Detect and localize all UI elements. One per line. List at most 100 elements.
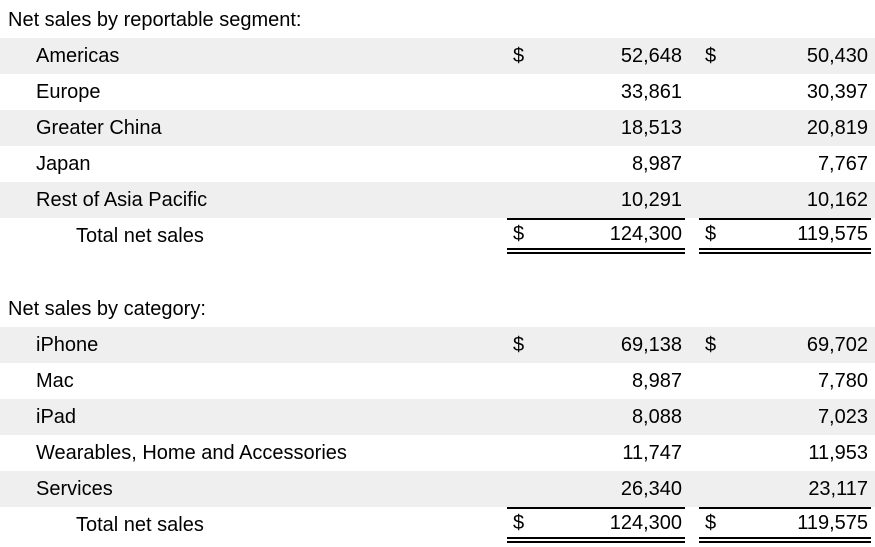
row-total-net-sales-segment: Total net sales $ 124,300 $ 119,575 <box>0 218 875 254</box>
amount-current-period <box>507 2 685 38</box>
amount-value: 50,430 <box>806 44 868 67</box>
amount-current-period: 33,861 <box>507 74 685 110</box>
row-label: Greater China <box>36 116 162 139</box>
section-title: Net sales by reportable segment: <box>8 8 302 31</box>
amount-prior-period: 11,953 <box>699 435 871 471</box>
amount-value: 69,138 <box>620 333 682 356</box>
dollar-sign: $ <box>705 511 717 534</box>
amount-current-period: 8,987 <box>507 146 685 182</box>
amount-current-period: $ 124,300 <box>507 507 685 543</box>
row-iphone: iPhone $ 69,138 $ 69,702 <box>0 327 875 363</box>
dollar-sign: $ <box>513 511 525 534</box>
amount-value: 11,953 <box>808 441 868 464</box>
amount-prior-period: $ 50,430 <box>699 38 871 74</box>
section-header-segment: Net sales by reportable segment: <box>0 2 875 38</box>
amount-current-period: $ 52,648 <box>507 38 685 74</box>
row-label: Europe <box>36 80 101 103</box>
amount-current-period: 10,291 <box>507 182 685 218</box>
dollar-sign: $ <box>705 222 717 245</box>
amount-value: 30,397 <box>806 80 868 103</box>
amount-prior-period: $ 119,575 <box>699 507 871 543</box>
amount-prior-period: 7,023 <box>699 399 871 435</box>
column-gap <box>685 38 699 74</box>
amount-value: 7,780 <box>817 369 868 392</box>
column-gap <box>685 291 699 327</box>
amount-value: 119,575 <box>797 222 868 245</box>
dollar-sign: $ <box>513 333 525 356</box>
amount-prior-period: $ 119,575 <box>699 218 871 254</box>
amount-prior-period <box>699 2 871 38</box>
amount-prior-period <box>699 291 871 327</box>
amount-current-period: 18,513 <box>507 110 685 146</box>
row-europe: Europe 33,861 30,397 <box>0 74 875 110</box>
amount-value: 11,747 <box>622 441 682 464</box>
column-gap <box>685 182 699 218</box>
amount-prior-period: 23,117 <box>699 471 871 507</box>
amount-value: 7,023 <box>817 405 868 428</box>
row-label: Rest of Asia Pacific <box>36 188 208 211</box>
amount-value: 124,300 <box>609 222 682 245</box>
row-label: Wearables, Home and Accessories <box>36 441 347 464</box>
amount-value: 33,861 <box>620 80 682 103</box>
amount-value: 124,300 <box>609 511 682 534</box>
row-label: Americas <box>36 44 120 67</box>
row-label: Services <box>36 477 113 500</box>
amount-value: 7,767 <box>817 152 868 175</box>
row-rest-of-asia-pacific: Rest of Asia Pacific 10,291 10,162 <box>0 182 875 218</box>
row-japan: Japan 8,987 7,767 <box>0 146 875 182</box>
amount-current-period: 8,987 <box>507 363 685 399</box>
amount-value: 8,088 <box>631 405 682 428</box>
column-gap <box>685 146 699 182</box>
row-services: Services 26,340 23,117 <box>0 471 875 507</box>
amount-value: 10,291 <box>620 188 682 211</box>
row-label: Mac <box>36 369 74 392</box>
column-gap <box>685 507 699 543</box>
amount-prior-period: 30,397 <box>699 74 871 110</box>
amount-current-period: 26,340 <box>507 471 685 507</box>
amount-prior-period: 20,819 <box>699 110 871 146</box>
amount-prior-period: 10,162 <box>699 182 871 218</box>
section-header-category: Net sales by category: <box>0 291 875 327</box>
column-gap <box>685 218 699 254</box>
column-gap <box>685 399 699 435</box>
amount-prior-period: 7,780 <box>699 363 871 399</box>
column-gap <box>685 435 699 471</box>
row-mac: Mac 8,987 7,780 <box>0 363 875 399</box>
row-label: iPad <box>36 405 77 428</box>
dollar-sign: $ <box>705 44 717 67</box>
dollar-sign: $ <box>705 333 717 356</box>
amount-prior-period: $ 69,702 <box>699 327 871 363</box>
row-total-net-sales-category: Total net sales $ 124,300 $ 119,575 <box>0 507 875 543</box>
amount-prior-period: 7,767 <box>699 146 871 182</box>
row-label: Japan <box>36 152 91 175</box>
amount-value: 8,987 <box>631 369 682 392</box>
column-gap <box>685 110 699 146</box>
dollar-sign: $ <box>513 44 525 67</box>
amount-current-period: 8,088 <box>507 399 685 435</box>
column-gap <box>685 471 699 507</box>
section-spacer <box>0 254 875 291</box>
row-label: Total net sales <box>76 513 204 536</box>
row-ipad: iPad 8,088 7,023 <box>0 399 875 435</box>
amount-current-period: $ 124,300 <box>507 218 685 254</box>
dollar-sign: $ <box>513 222 525 245</box>
amount-value: 52,648 <box>620 44 682 67</box>
row-label: iPhone <box>36 333 99 356</box>
column-gap <box>685 2 699 38</box>
amount-value: 20,819 <box>806 116 868 139</box>
section-title: Net sales by category: <box>8 297 206 320</box>
amount-value: 119,575 <box>797 511 868 534</box>
amount-current-period: 11,747 <box>507 435 685 471</box>
amount-value: 10,162 <box>806 188 868 211</box>
amount-current-period: $ 69,138 <box>507 327 685 363</box>
amount-value: 23,117 <box>808 477 868 500</box>
row-label: Total net sales <box>76 224 204 247</box>
column-gap <box>685 363 699 399</box>
amount-value: 18,513 <box>620 116 682 139</box>
row-greater-china: Greater China 18,513 20,819 <box>0 110 875 146</box>
column-gap <box>685 74 699 110</box>
amount-value: 26,340 <box>620 477 682 500</box>
row-wearables-home-accessories: Wearables, Home and Accessories 11,747 1… <box>0 435 875 471</box>
row-americas: Americas $ 52,648 $ 50,430 <box>0 38 875 74</box>
